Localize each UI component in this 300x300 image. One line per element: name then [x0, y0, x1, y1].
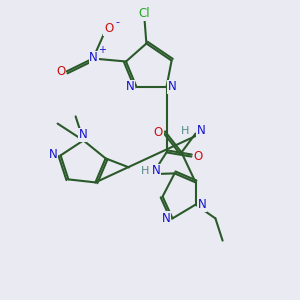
- Text: N: N: [161, 212, 170, 225]
- Text: N: N: [89, 51, 98, 64]
- Text: O: O: [56, 65, 65, 79]
- Text: N: N: [198, 198, 207, 211]
- Text: O: O: [194, 150, 202, 163]
- Text: N: N: [78, 128, 87, 142]
- Text: O: O: [154, 126, 163, 140]
- Text: N: N: [125, 80, 134, 94]
- Text: -: -: [115, 17, 119, 28]
- Text: Cl: Cl: [139, 7, 150, 20]
- Text: N: N: [196, 124, 206, 137]
- Text: H: H: [140, 166, 149, 176]
- Text: N: N: [152, 164, 160, 178]
- Text: N: N: [168, 80, 177, 94]
- Text: +: +: [98, 45, 106, 55]
- Text: N: N: [49, 148, 58, 161]
- Text: O: O: [104, 22, 113, 35]
- Text: H: H: [181, 125, 189, 136]
